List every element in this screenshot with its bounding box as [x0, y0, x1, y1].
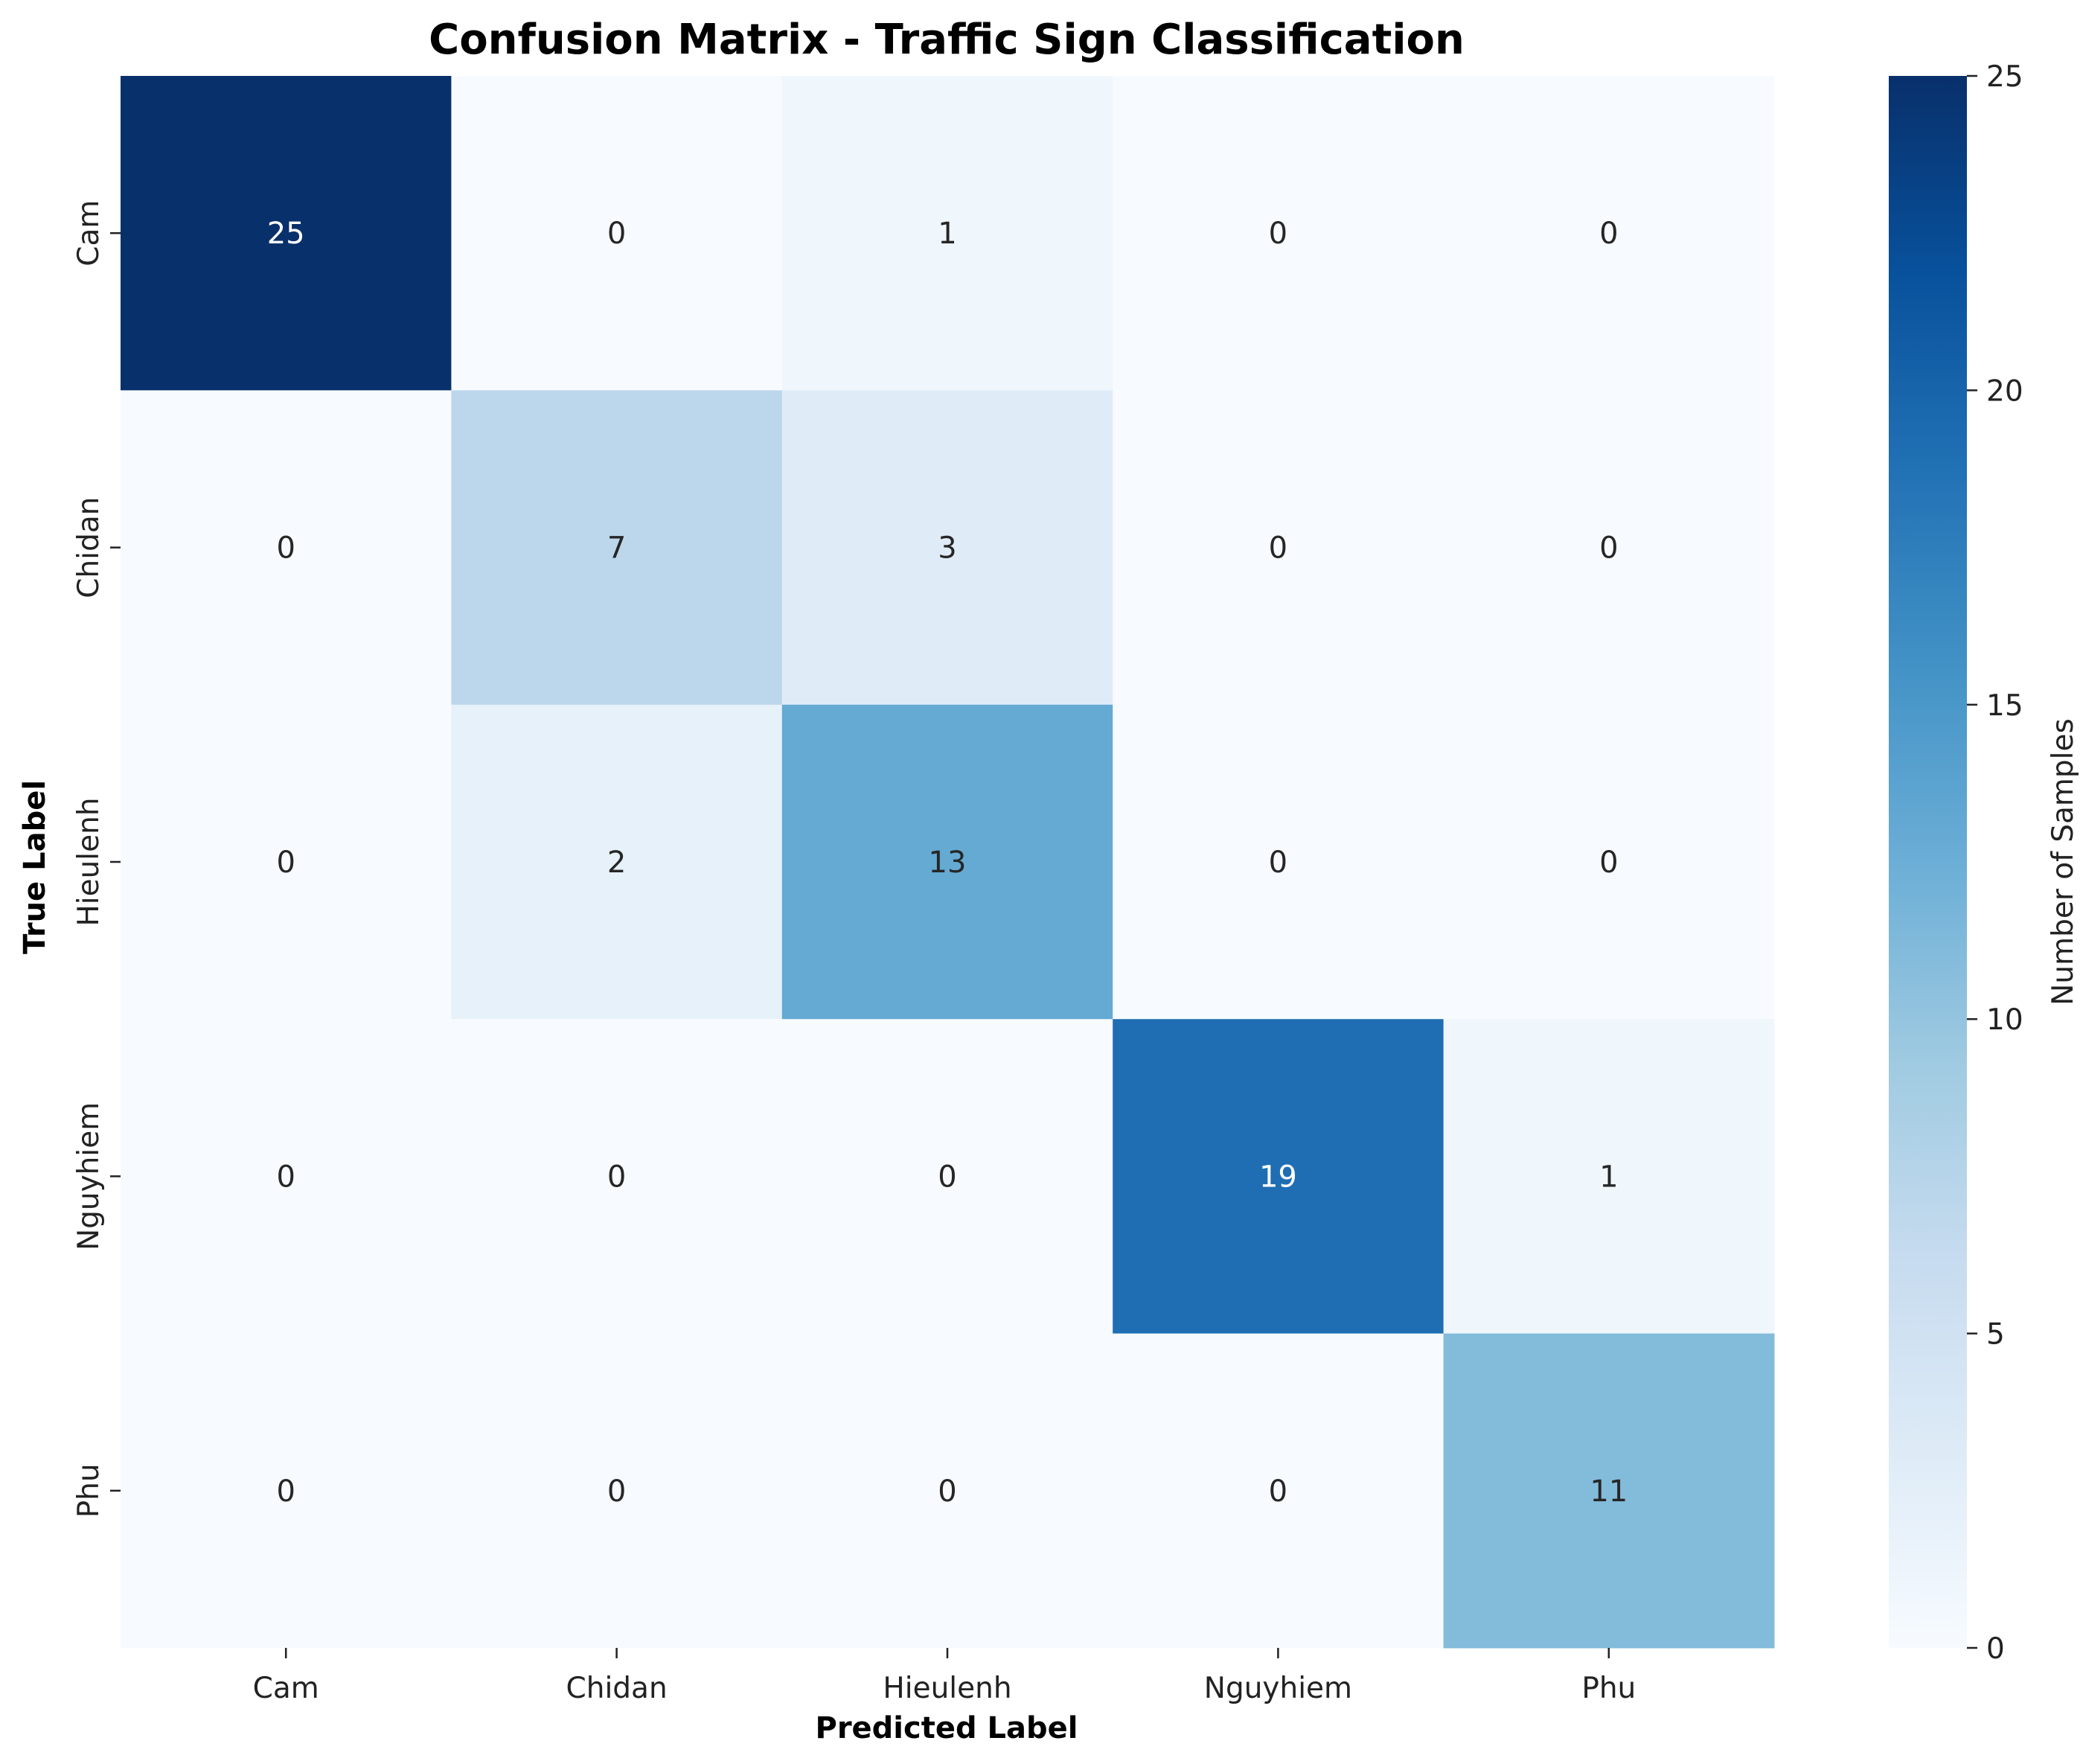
- heatmap-cell: [121, 1019, 452, 1335]
- colorbar-label: Number of Samples: [2047, 718, 2080, 1006]
- heatmap-cell: [1113, 1019, 1444, 1335]
- heatmap-cell: [451, 1333, 783, 1649]
- heatmap-cell: [451, 76, 783, 391]
- heatmap-cell: [451, 390, 783, 706]
- x-axis-label: Predicted Label: [816, 1711, 1078, 1745]
- heatmap-cell-label: 7: [607, 531, 626, 566]
- heatmap-cell: [1443, 76, 1775, 391]
- heatmap-cell: [781, 76, 1113, 391]
- heatmap-cell-label: 0: [276, 531, 295, 566]
- heatmap-cell: [121, 1333, 452, 1649]
- x-tick-label: Hieulenh: [883, 1672, 1011, 1705]
- x-tick-label: Chidan: [566, 1672, 668, 1705]
- heatmap-cell-label: 0: [1599, 846, 1618, 880]
- heatmap-cell-label: 19: [1259, 1160, 1297, 1194]
- colorbar-tick-label: 10: [1986, 1003, 2023, 1037]
- y-tick-label: Chidan: [72, 497, 106, 598]
- heatmap-cell-label: 2: [607, 846, 626, 880]
- x-axis-ticks: Cam Chidan Hieulenh Nguyhiem Phu: [253, 1648, 1636, 1705]
- y-axis-label: True Label: [18, 780, 52, 954]
- heatmap-cell-labels: 25 0 1 0 0 0 7 3 0 0 0 2 13 0 0 0 0 0 19 1 0 0 0 0 11: [267, 217, 1628, 1509]
- heatmap-cell: [121, 76, 452, 391]
- heatmap-cell: [121, 704, 452, 1020]
- colorbar-tick-label: 20: [1986, 374, 2023, 408]
- heatmap-cell-label: 0: [276, 1160, 295, 1194]
- colorbar-tick-label: 25: [1986, 60, 2023, 94]
- chart-title: Confusion Matrix - Traffic Sign Classifi…: [429, 16, 1465, 64]
- heatmap-cell: [1443, 390, 1775, 706]
- heatmap-cell-label: 0: [1599, 217, 1618, 251]
- heatmap-cell-label: 0: [1269, 846, 1287, 880]
- heatmap-cell-label: 0: [276, 846, 295, 880]
- colorbar-ticks: 0 5 10 15 20 25: [1967, 60, 2023, 1666]
- heatmap-cell-label: 0: [607, 1474, 626, 1509]
- heatmap-cell: [1443, 704, 1775, 1020]
- heatmap-cell: [451, 1019, 783, 1335]
- heatmap-cell-label: 3: [938, 531, 956, 566]
- heatmap-cell-label: 0: [1269, 1474, 1287, 1509]
- heatmap-cell-label: 0: [1269, 217, 1287, 251]
- heatmap-cell: [1443, 1333, 1775, 1649]
- heatmap-cell: [781, 1333, 1113, 1649]
- y-tick-label: Cam: [72, 200, 106, 266]
- heatmap-cells: [121, 76, 1775, 1649]
- y-axis-ticks: Cam Chidan Hieulenh Nguyhiem Phu: [72, 200, 121, 1518]
- heatmap-cell: [1443, 1019, 1775, 1335]
- heatmap-cell: [781, 704, 1113, 1020]
- colorbar-tick-label: 15: [1986, 689, 2023, 723]
- heatmap-cell: [121, 390, 452, 706]
- heatmap-cell: [451, 704, 783, 1020]
- colorbar-tick-label: 0: [1986, 1632, 2005, 1666]
- colorbar-tick-label: 5: [1986, 1318, 2005, 1352]
- y-tick-label: Phu: [72, 1463, 106, 1518]
- heatmap-cell: [1113, 390, 1444, 706]
- heatmap-cell-label: 1: [1599, 1160, 1618, 1194]
- heatmap-cell: [781, 390, 1113, 706]
- colorbar: [1889, 76, 1967, 1648]
- heatmap-cell: [1113, 704, 1444, 1020]
- heatmap-cell: [781, 1019, 1113, 1335]
- heatmap-cell-label: 0: [938, 1474, 956, 1509]
- x-tick-label: Nguyhiem: [1204, 1672, 1352, 1705]
- heatmap-cell-label: 13: [929, 846, 967, 880]
- y-tick-label: Nguyhiem: [72, 1102, 106, 1250]
- heatmap-cell: [1113, 1333, 1444, 1649]
- heatmap-cell-label: 0: [938, 1160, 956, 1194]
- heatmap-cell-label: 0: [607, 217, 626, 251]
- heatmap-cell-label: 0: [1269, 531, 1287, 566]
- heatmap-cell-label: 25: [267, 217, 305, 251]
- heatmap-cell-label: 1: [938, 217, 956, 251]
- heatmap-cell-label: 0: [1599, 531, 1618, 566]
- x-tick-label: Phu: [1581, 1672, 1636, 1705]
- y-tick-label: Hieulenh: [72, 797, 106, 926]
- heatmap-cell-label: 11: [1590, 1474, 1628, 1509]
- heatmap-cell-label: 0: [276, 1474, 295, 1509]
- x-tick-label: Cam: [253, 1672, 319, 1705]
- heatmap-cell-label: 0: [607, 1160, 626, 1194]
- heatmap-cell: [1113, 76, 1444, 391]
